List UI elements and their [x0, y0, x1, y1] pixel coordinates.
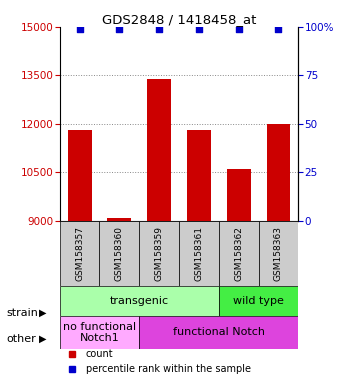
Text: ▶: ▶ — [39, 308, 46, 318]
FancyBboxPatch shape — [219, 221, 258, 286]
Title: GDS2848 / 1418458_at: GDS2848 / 1418458_at — [102, 13, 256, 26]
FancyBboxPatch shape — [60, 316, 139, 349]
Bar — [267, 124, 291, 221]
FancyBboxPatch shape — [179, 221, 219, 286]
FancyBboxPatch shape — [100, 221, 139, 286]
Text: no functional
Notch1: no functional Notch1 — [63, 321, 136, 343]
Bar — [147, 79, 171, 221]
Bar — [107, 218, 131, 221]
Text: ▶: ▶ — [39, 334, 46, 344]
FancyBboxPatch shape — [219, 286, 298, 316]
FancyBboxPatch shape — [139, 316, 298, 349]
FancyBboxPatch shape — [60, 221, 100, 286]
Text: GSM158363: GSM158363 — [274, 226, 283, 281]
Text: count: count — [86, 349, 114, 359]
Point — [77, 26, 82, 32]
Text: functional Notch: functional Notch — [173, 327, 265, 338]
Point — [196, 26, 202, 32]
FancyBboxPatch shape — [258, 221, 298, 286]
FancyBboxPatch shape — [60, 286, 219, 316]
Text: strain: strain — [7, 308, 39, 318]
Text: GSM158361: GSM158361 — [194, 226, 204, 281]
Text: GSM158362: GSM158362 — [234, 226, 243, 281]
Bar — [227, 169, 251, 221]
Point — [157, 26, 162, 32]
Text: GSM158359: GSM158359 — [154, 226, 164, 281]
Text: GSM158357: GSM158357 — [75, 226, 84, 281]
Point — [236, 26, 241, 32]
Bar — [187, 131, 211, 221]
FancyBboxPatch shape — [139, 221, 179, 286]
Point — [276, 26, 281, 32]
Text: transgenic: transgenic — [110, 296, 169, 306]
Bar — [68, 131, 91, 221]
Text: GSM158360: GSM158360 — [115, 226, 124, 281]
Text: other: other — [7, 334, 36, 344]
Text: wild type: wild type — [233, 296, 284, 306]
Point — [117, 26, 122, 32]
Text: percentile rank within the sample: percentile rank within the sample — [86, 364, 251, 374]
